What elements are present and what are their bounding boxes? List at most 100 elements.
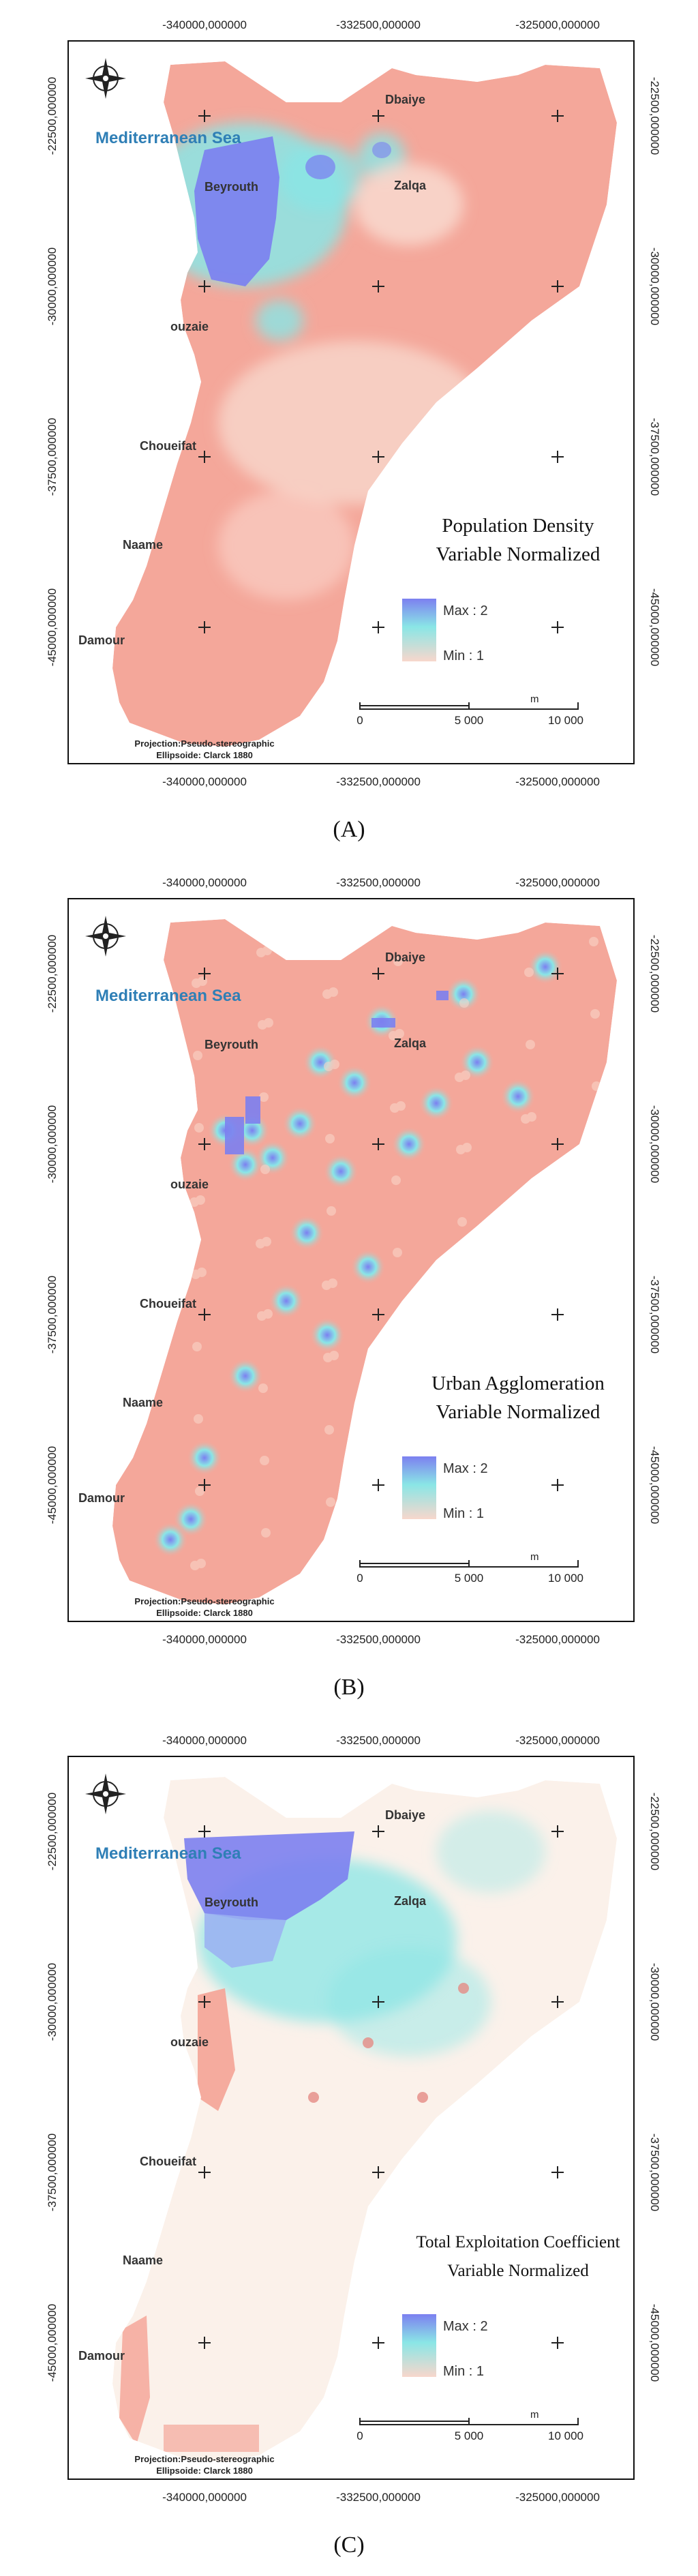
north-arrow-icon: [85, 58, 126, 99]
right-tick-label: -37500,000000: [648, 2133, 661, 2211]
grid-cross: [551, 968, 564, 980]
place-label: Beyrouth: [204, 1038, 258, 1051]
right-tick-label: -22500,000000: [648, 1793, 661, 1870]
panel-caption: (B): [333, 1675, 365, 1700]
legend-gradient: [402, 2314, 436, 2377]
map-panel: -340000,000000 -340000,000000 -332500,0000…: [46, 1734, 661, 2504]
right-tick-label: -45000,000000: [648, 2304, 661, 2382]
scale-label: 10 000: [548, 714, 583, 727]
place-label: Naame: [123, 1396, 163, 1409]
right-tick-label: -30000,000000: [648, 1105, 661, 1183]
place-label: Choueifat: [140, 439, 196, 453]
legend-max-label: Max : 2: [443, 2319, 488, 2334]
top-tick-label: -332500,000000: [336, 876, 421, 889]
bottom-tick-label: -340000,000000: [162, 775, 247, 788]
grid-cross: [198, 280, 211, 293]
grid-cross: [551, 451, 564, 463]
grid-cross: [198, 1996, 211, 2008]
place-label: Choueifat: [140, 2155, 196, 2168]
ellipsoid-text: Ellipsoide: Clarck 1880: [156, 2466, 253, 2476]
grid-cross: [198, 2166, 211, 2178]
grid-cross: [551, 1308, 564, 1321]
left-tick-label: -22500,000000: [46, 935, 59, 1013]
legend-min-label: Min : 1: [443, 2364, 484, 2379]
place-label: Dbaiye: [385, 93, 425, 106]
grid-cross: [372, 280, 384, 293]
map-title: Population Density: [442, 515, 594, 537]
legend-max-label: Max : 2: [443, 603, 488, 618]
grid-cross: [198, 968, 211, 980]
scale-label: 0: [356, 714, 363, 727]
right-tick-label: -37500,000000: [648, 1276, 661, 1353]
north-arrow-icon: [85, 916, 126, 957]
left-tick-label: -22500,000000: [46, 1793, 59, 1870]
place-label: Zalqa: [394, 179, 427, 192]
legend-min-label: Min : 1: [443, 1506, 484, 1521]
left-tick-label: -37500,000000: [46, 1276, 59, 1353]
place-label: Damour: [78, 2349, 125, 2363]
grid-cross: [551, 1825, 564, 1838]
grid-cross: [372, 968, 384, 980]
left-tick-label: -45000,000000: [46, 588, 59, 666]
scale-unit: m: [530, 693, 539, 705]
grid-cross: [372, 2337, 384, 2349]
scale-label: 5 000: [455, 2429, 484, 2442]
projection-text: Projection:Pseudo-stereographic: [134, 738, 274, 749]
right-tick-label: -37500,000000: [648, 418, 661, 496]
map-subtitle: Variable Normalized: [436, 1401, 601, 1423]
place-label: ouzaie: [170, 1178, 209, 1191]
grid-cross: [372, 621, 384, 633]
map-title: Total Exploitation Coefficient: [416, 2233, 620, 2251]
scale-unit: m: [530, 1551, 539, 1563]
bottom-tick-label: -325000,000000: [515, 1633, 600, 1646]
grid-cross: [551, 110, 564, 122]
scale-label: 10 000: [548, 2429, 583, 2442]
map-subtitle: Variable Normalized: [447, 2262, 589, 2280]
right-tick-label: -22500,000000: [648, 935, 661, 1013]
grid-cross: [372, 1825, 384, 1838]
land-raster: [112, 61, 617, 747]
left-tick-label: -37500,000000: [46, 418, 59, 496]
grid-cross: [372, 451, 384, 463]
left-tick-label: -45000,000000: [46, 2304, 59, 2382]
scale-label: 5 000: [455, 714, 484, 727]
right-tick-label: -45000,000000: [648, 588, 661, 666]
top-tick-label: -332500,000000: [336, 18, 421, 31]
bottom-tick-label: -325000,000000: [515, 2491, 600, 2504]
top-tick-label: -325000,000000: [515, 876, 600, 889]
grid-cross: [198, 1138, 211, 1150]
place-label: Choueifat: [140, 1297, 196, 1311]
top-tick-label: -325000,000000: [515, 18, 600, 31]
scale-bar: [359, 702, 579, 710]
right-tick-label: -30000,000000: [648, 1963, 661, 2041]
map-subtitle: Variable Normalized: [436, 543, 601, 565]
grid-cross: [372, 1138, 384, 1150]
map-title: Urban Agglomeration: [431, 1373, 605, 1394]
place-label: Dbaiye: [385, 950, 425, 964]
land-raster: [112, 1777, 617, 2462]
bottom-tick-label: -332500,000000: [336, 2491, 421, 2504]
bottom-tick-label: -340000,000000: [162, 1633, 247, 1646]
sea-label: Mediterranean Sea: [95, 129, 241, 147]
grid-cross: [551, 2337, 564, 2349]
grid-cross: [372, 2166, 384, 2178]
bottom-tick-label: -332500,000000: [336, 1633, 421, 1646]
projection-text: Projection:Pseudo-stereographic: [134, 1596, 274, 1606]
grid-cross: [372, 110, 384, 122]
figure-panel: -340000,000000 -340000,000000 -332500,0000…: [0, 0, 698, 858]
grid-cross: [198, 1825, 211, 1838]
place-label: Beyrouth: [204, 1896, 258, 1909]
grid-cross: [198, 621, 211, 633]
place-label: Zalqa: [394, 1036, 427, 1050]
left-tick-label: -30000,000000: [46, 1963, 59, 2041]
top-tick-label: -340000,000000: [162, 18, 247, 31]
grid-cross: [372, 1479, 384, 1491]
ellipsoid-text: Ellipsoide: Clarck 1880: [156, 750, 253, 760]
scale-unit: m: [530, 2409, 539, 2421]
place-label: Naame: [123, 2253, 163, 2267]
top-tick-label: -340000,000000: [162, 876, 247, 889]
map-panel: -340000,000000 -340000,000000 -332500,0000…: [46, 876, 661, 1646]
grid-cross: [198, 1479, 211, 1491]
projection-text: Projection:Pseudo-stereographic: [134, 2454, 274, 2464]
figure-panel: -340000,000000 -340000,000000 -332500,0000…: [0, 858, 698, 1716]
